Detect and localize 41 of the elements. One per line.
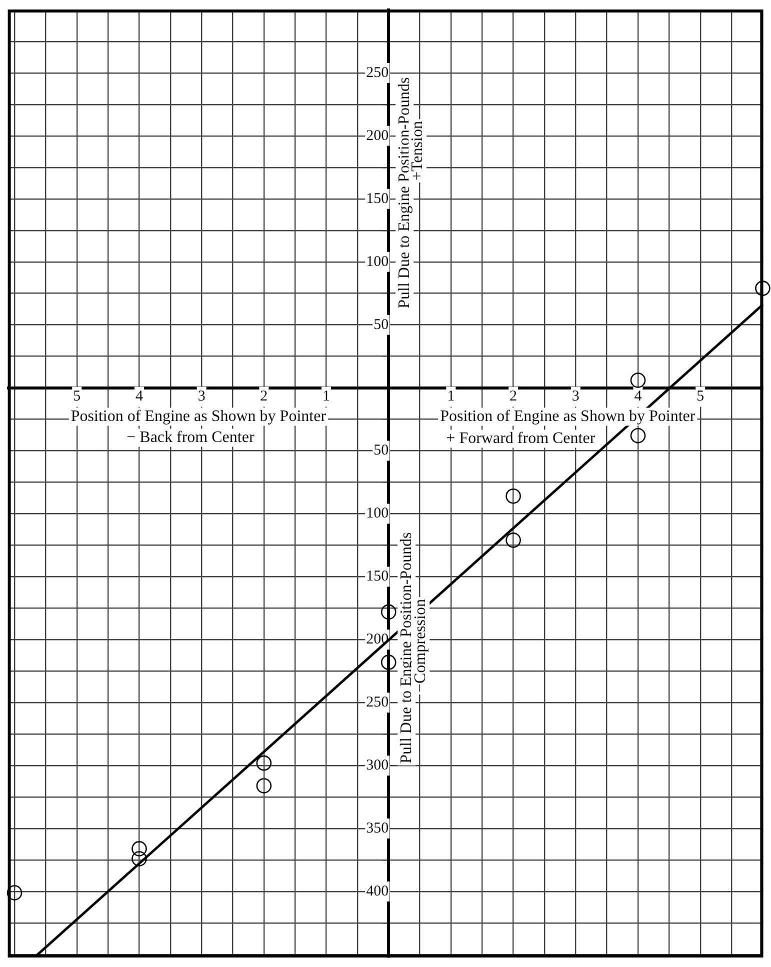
point bbox=[6, 885, 22, 900]
text: Position of Engine as Shown by Pointer bbox=[440, 408, 696, 425]
annotation: + Forward from Center bbox=[446, 430, 596, 447]
y-axis-title: Pull Due to Engine Position-Pounds bbox=[396, 77, 413, 308]
y-tick-label: 300 bbox=[366, 758, 389, 774]
y-tick-label: 150 bbox=[366, 568, 389, 585]
point bbox=[256, 778, 272, 794]
x-tick-label: 5 bbox=[696, 388, 704, 405]
point bbox=[256, 755, 272, 771]
y-tick-label: 50 bbox=[374, 316, 389, 333]
point bbox=[380, 654, 396, 670]
y-tick-label: 200 bbox=[366, 128, 389, 144]
point bbox=[630, 428, 646, 444]
annotation: − Back from Center bbox=[126, 428, 255, 446]
x-tick-label: 1 bbox=[447, 388, 455, 405]
x-tick-label: 4 bbox=[135, 388, 144, 405]
y-tick-label: 150 bbox=[366, 190, 389, 207]
x-axis-title: Position of Engine as Shown by Pointer bbox=[70, 408, 327, 425]
point bbox=[755, 280, 770, 296]
x-tick-label: 3 bbox=[198, 388, 206, 405]
x-tick-label: 4 bbox=[634, 388, 642, 405]
x-tick-label: 1 bbox=[322, 388, 330, 405]
x-tick-label: 3 bbox=[572, 388, 580, 405]
x-tick-label: 2 bbox=[510, 388, 518, 405]
y-tick-label: 50 bbox=[374, 442, 389, 459]
point bbox=[380, 604, 396, 620]
x-tick-label: 2 bbox=[260, 388, 268, 405]
annotation: −Compression bbox=[412, 599, 429, 693]
y-tick-label: 250 bbox=[366, 694, 389, 711]
y-tick-label: 350 bbox=[366, 820, 389, 836]
annotation: +Tension bbox=[408, 121, 426, 181]
y-tick-label: 100 bbox=[366, 254, 389, 270]
point bbox=[630, 372, 646, 388]
x-tick-label: 5 bbox=[73, 388, 81, 405]
point bbox=[132, 841, 147, 856]
point bbox=[506, 488, 521, 504]
y-tick-label: 100 bbox=[366, 506, 389, 522]
y-tick-label: 400 bbox=[366, 883, 389, 900]
point bbox=[132, 851, 147, 866]
y-tick-label: 250 bbox=[366, 64, 389, 81]
point bbox=[506, 532, 521, 548]
